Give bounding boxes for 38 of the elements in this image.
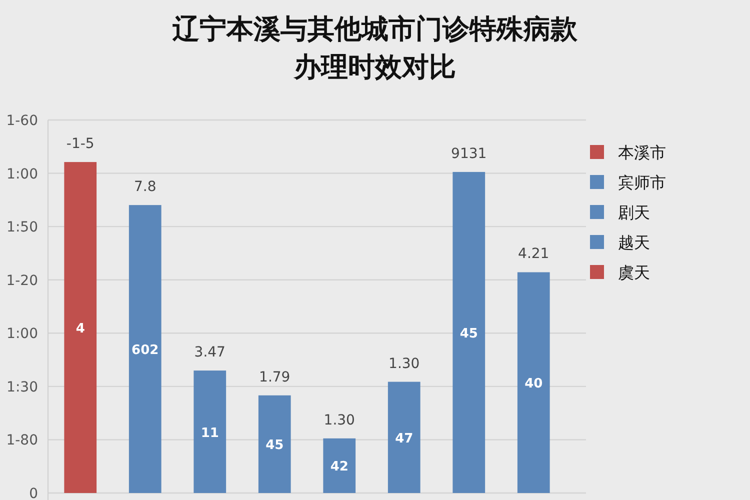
text: 1:00 [6,166,38,182]
legend-label: 越天 [618,233,650,252]
annotation: 602 [132,343,159,358]
legend-label: 宾师市 [618,173,666,192]
legend-label: 剧天 [618,203,650,222]
text: 0 [29,486,38,500]
text: 7.8 [134,179,156,196]
annotation: 4 [76,322,85,337]
bar [323,438,356,493]
annotation: 45 [266,438,284,454]
text: 1-60 [6,113,38,129]
text: 1:50 [6,220,38,236]
text: 1:30 [6,379,38,396]
text: 4.21 [518,246,550,262]
text: 3.47 [194,344,226,361]
annotation: 11 [200,426,219,441]
bar [452,172,486,493]
annotation: 45 [460,326,478,342]
legend-label: 虞天 [618,263,650,282]
chart-title: 辽宁本溪与其他城市门诊特殊病款办理时效对比 [172,14,578,83]
annotation: 40 [524,376,543,392]
text: 1.30 [324,412,355,428]
text: 1.30 [388,356,420,372]
text: 1.79 [259,369,290,386]
text: 1-20 [6,272,38,289]
text: 9131 [451,146,487,162]
bar [388,382,420,493]
text: 1-80 [6,432,38,449]
bar [194,370,226,493]
bar [517,272,550,493]
bar [128,205,162,493]
bar [64,162,97,493]
annotation: 47 [395,431,414,446]
text: -1-5 [66,136,94,152]
text: 1:00 [6,326,38,342]
legend-label: 本溪市 [618,143,666,162]
annotation: 42 [330,460,348,475]
bar [258,395,291,493]
